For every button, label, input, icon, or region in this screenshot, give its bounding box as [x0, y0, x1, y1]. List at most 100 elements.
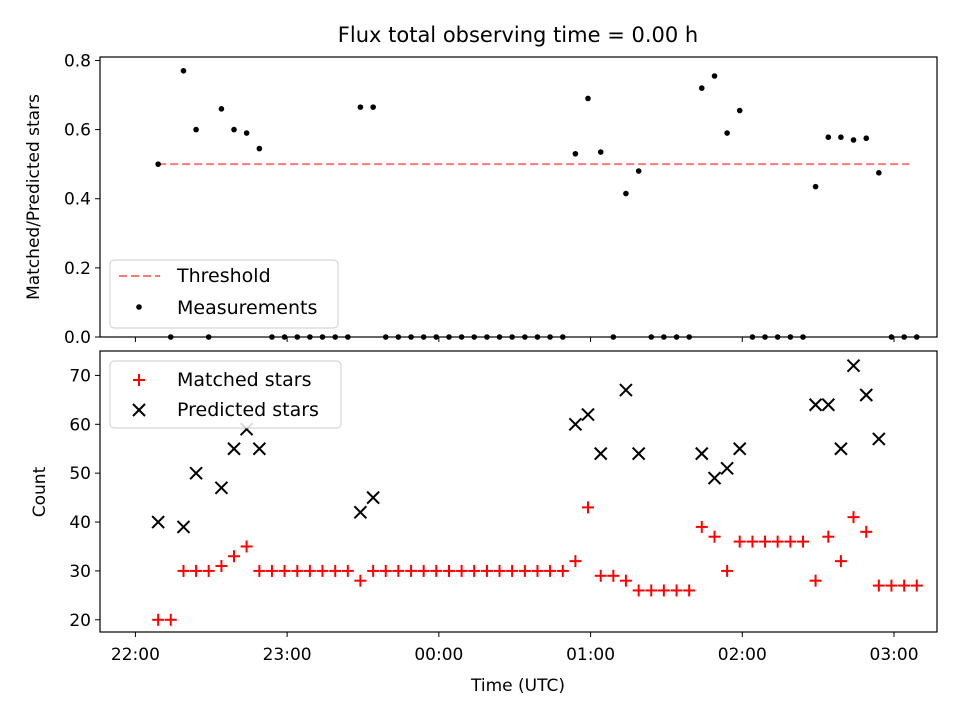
matched-star-point [379, 564, 392, 577]
x-stroke [821, 398, 836, 412]
x-stroke [366, 490, 380, 505]
matched-star-point [683, 584, 696, 597]
x-stroke [568, 417, 583, 432]
y-tick-label: 0.6 [64, 121, 91, 141]
x-tick-label: 01:00 [566, 645, 615, 665]
ratio-y-ticks: 0.0 0.2 0.4 0.6 0.8 [64, 51, 100, 348]
y-axis-label-ratio: Matched/Predicted stars [24, 94, 44, 300]
legend-matched-label: Matched stars [177, 369, 311, 391]
matched-star-point [493, 564, 506, 577]
measurement-point [243, 130, 250, 136]
predicted-star-point [808, 398, 823, 412]
measurement-point [812, 183, 819, 190]
y-axis-label-count: Count [30, 466, 50, 517]
x-tick-label: 00:00 [414, 645, 463, 665]
x-stroke [353, 505, 368, 519]
measurement-point [736, 107, 743, 114]
predicted-star-point [214, 481, 229, 495]
matched-star-point [253, 564, 266, 577]
ratio-panel: Flux total observing time = 0.00 h Match… [24, 23, 938, 348]
matched-star-point [695, 520, 708, 533]
legend-box [109, 360, 342, 429]
y-tick-label: 0.8 [64, 51, 91, 71]
x-stroke [808, 398, 823, 412]
matched-star-point [834, 555, 847, 568]
measurement-point [231, 126, 237, 133]
matched-star-point [278, 564, 291, 577]
matched-star-point [544, 564, 557, 577]
predicted-star-point [859, 388, 873, 402]
matched-star-point [443, 564, 456, 577]
matched-star-point [164, 613, 177, 626]
measurement-point [635, 168, 642, 174]
predicted-star-point [252, 442, 267, 456]
x-tick-label: 02:00 [718, 645, 767, 665]
y-tick-label: 50 [69, 464, 91, 484]
matched-star-point [809, 574, 822, 587]
x-stroke [151, 515, 165, 529]
count-panel: Count Time (UTC) 20 30 40 50 60 70 22:00 23:00… [30, 350, 938, 696]
matched-star-point [898, 579, 911, 592]
matched-star-point [392, 564, 405, 577]
matched-star-point [796, 535, 809, 548]
x-axis-label: Time (UTC) [470, 676, 565, 696]
x-tick-label: 22:00 [111, 645, 160, 665]
count-axes-frame [99, 350, 938, 633]
matched-star-point [872, 579, 885, 592]
predicted-star-point [872, 432, 886, 446]
predicted-star-point [720, 461, 734, 475]
matched-star-point [885, 579, 898, 592]
matched-star-point [329, 564, 342, 577]
x-stroke [252, 442, 267, 456]
legend-predicted-swatch [132, 403, 146, 417]
predicted-star-point [189, 466, 203, 480]
matched-star-point [367, 564, 380, 577]
matched-star-point [430, 564, 443, 577]
x-stroke [834, 442, 848, 456]
legend-measurements-label: Measurements [177, 297, 317, 319]
predicted-star-point [353, 505, 368, 519]
x-stroke [594, 446, 608, 461]
matched-star-point [632, 584, 645, 597]
x-stroke [859, 388, 873, 402]
matched-star-point [619, 574, 632, 587]
matched-star-point [341, 564, 354, 577]
y-tick-label: 0.2 [64, 259, 91, 279]
predicted-star-point [846, 358, 861, 373]
measurement-point [724, 130, 730, 136]
predicted-star-point [733, 442, 747, 456]
predicted-star-point [581, 407, 595, 422]
matched-star-point [721, 564, 734, 577]
matched-star-point [645, 584, 658, 597]
predicted-star-point [707, 471, 722, 485]
y-tick-label: 40 [69, 513, 91, 533]
x-stroke [631, 446, 646, 461]
matched-star-point [518, 564, 531, 577]
measurement-point [256, 145, 263, 152]
matched-star-point [771, 535, 784, 548]
x-stroke [214, 481, 229, 495]
predicted-star-point [227, 442, 241, 456]
matched-star-point [468, 564, 481, 577]
measurement-point [597, 149, 604, 155]
x-stroke [695, 446, 709, 461]
x-stroke [707, 471, 722, 485]
measurement-point [698, 85, 705, 91]
x-stroke [227, 442, 241, 456]
x-tick-label: 03:00 [870, 645, 919, 665]
measurement-point [838, 134, 844, 140]
ratio-axes-frame [99, 56, 938, 338]
matched-star-point [860, 525, 873, 538]
matched-star-point [405, 564, 418, 577]
predicted-star-point [594, 446, 608, 461]
predicted-star-point [568, 417, 583, 432]
matched-star-point [455, 564, 468, 577]
ratio-x-ticks [134, 337, 895, 342]
legend-matched-swatch [133, 374, 145, 386]
matched-star-point [657, 584, 670, 597]
y-tick-label: 0.0 [64, 328, 91, 348]
matched-star-point [822, 530, 835, 543]
legend-threshold-label: Threshold [176, 265, 271, 287]
